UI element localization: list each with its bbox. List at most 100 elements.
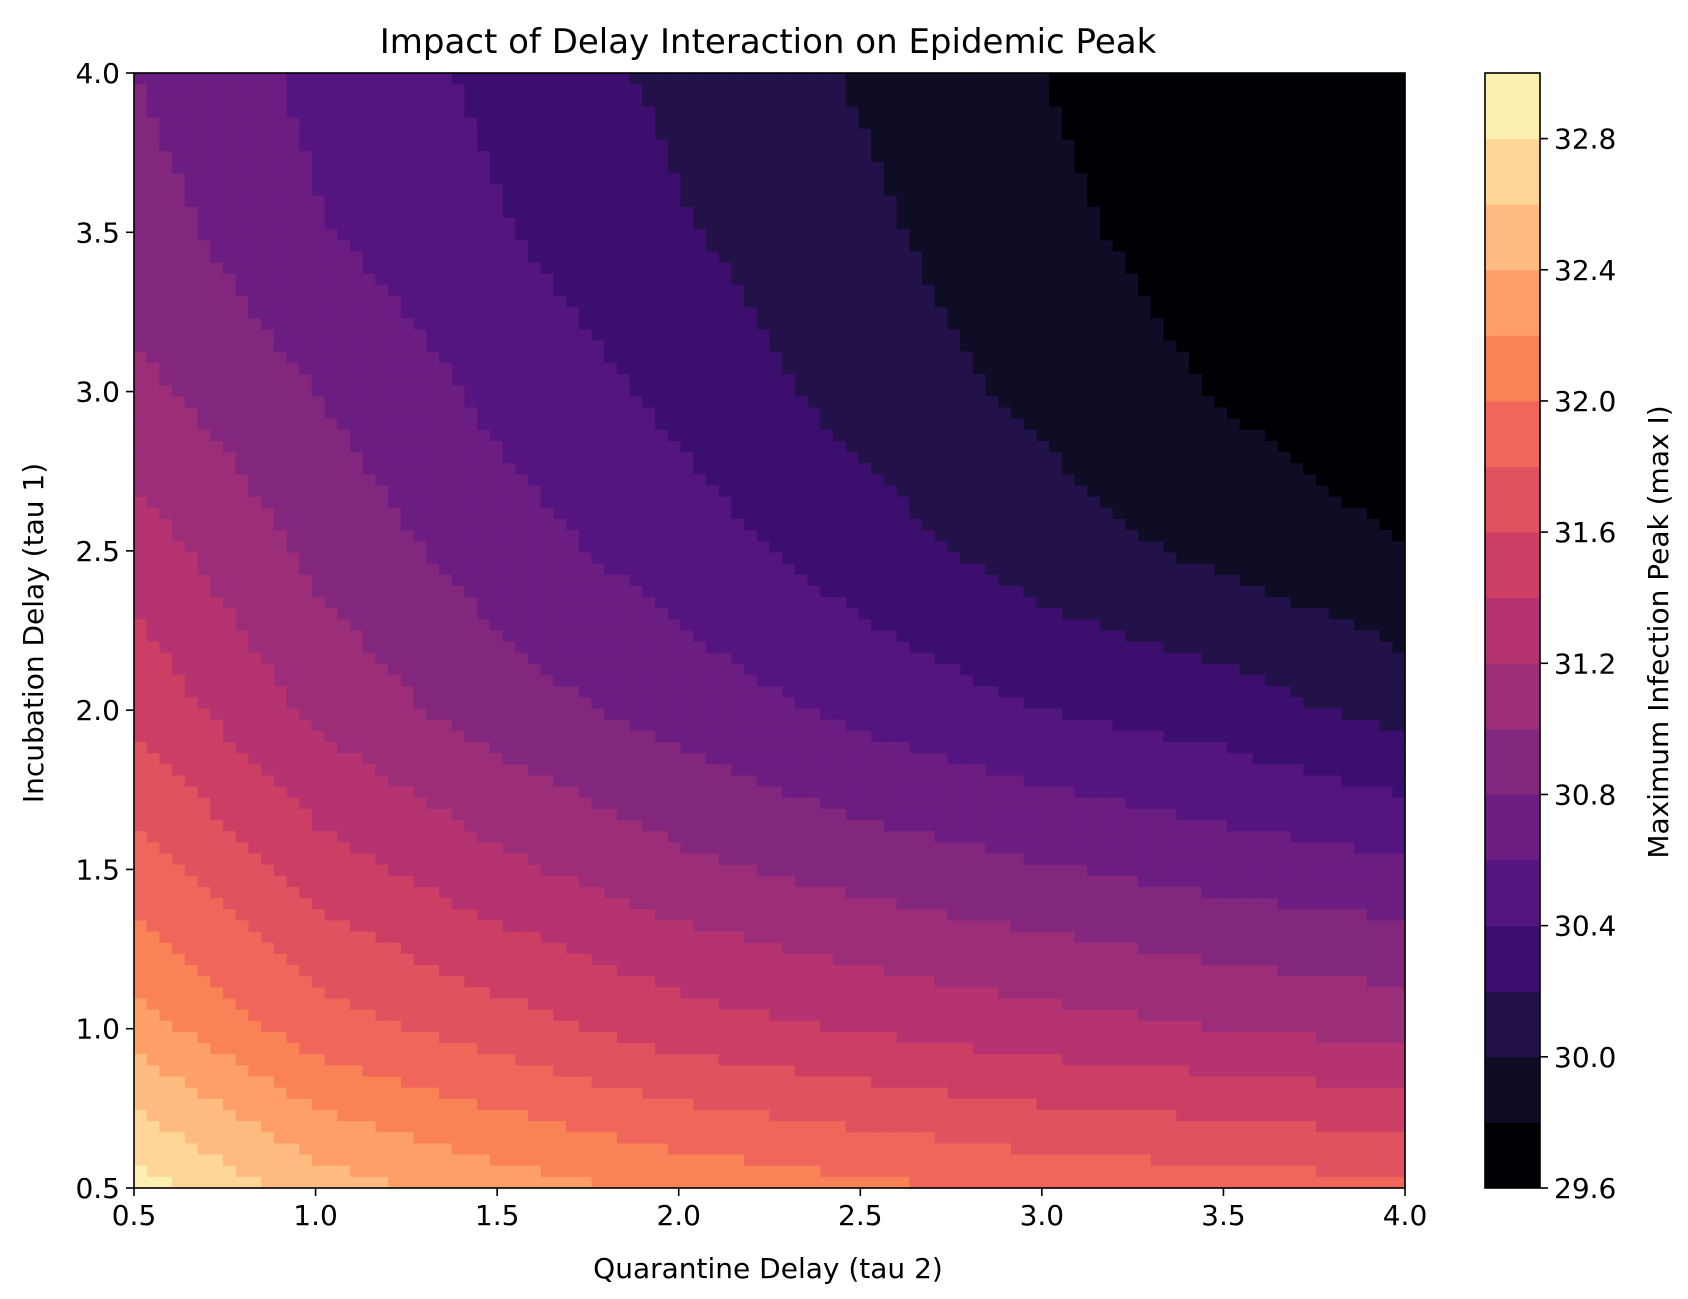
contour-cell [960,195,974,208]
contour-cell [1239,452,1254,464]
contour-cell [311,329,326,342]
contour-cell [731,407,745,420]
contour-cell [934,117,949,130]
contour-cell [324,162,338,174]
contour-cell [972,240,987,252]
contour-cell [896,151,910,163]
contour-cell [502,463,516,475]
contour-cell [134,184,148,197]
contour-cell [667,73,682,85]
contour-cell [248,619,262,632]
contour-cell [286,385,300,397]
contour-cell [235,485,249,498]
contour-cell [1176,429,1190,442]
contour-cell [1354,340,1368,353]
contour-cell [324,463,338,475]
contour-cell [591,362,605,375]
contour-cell [477,485,491,498]
contour-cell [693,362,707,375]
contour-cell [273,318,288,331]
contour-cell [464,507,478,520]
contour-cell [1252,440,1266,453]
contour-cell [1150,541,1165,554]
contour-cell [1328,184,1343,197]
contour-cell [299,84,313,96]
contour-cell [566,162,580,174]
contour-cell [769,608,783,620]
contour-cell [998,117,1012,130]
contour-cell [375,496,389,509]
contour-cell [502,385,516,397]
contour-cell [1099,173,1114,186]
contour-cell [375,217,389,230]
contour-cell [362,95,377,108]
contour-cell [642,597,656,609]
contour-cell [1087,440,1101,453]
contour-cell [235,106,249,119]
contour-cell [172,474,186,487]
contour-cell [1316,162,1330,174]
contour-cell [794,362,809,375]
contour-cell [515,251,529,264]
contour-cell [1150,418,1165,431]
contour-cell [566,429,580,442]
contour-cell [1074,217,1088,230]
contour-cell [159,385,173,397]
contour-cell [693,128,707,141]
contour-cell [172,496,186,509]
contour-cell [744,106,758,119]
contour-cell [705,574,720,587]
contour-cell [413,173,427,186]
contour-cell [261,173,275,186]
contour-cell [134,340,148,353]
contour-cell [222,418,237,431]
contour-cell [896,73,910,85]
contour-cell [972,474,987,487]
contour-cell [947,418,961,431]
contour-cell [705,597,720,609]
contour-cell [1290,474,1304,487]
contour-cell [960,563,974,576]
contour-cell [451,296,466,308]
contour-cell [591,597,605,609]
contour-cell [184,563,199,576]
contour-cell [184,128,199,141]
contour-cell [1239,619,1254,632]
contour-cell [337,507,351,520]
contour-cell [578,496,593,509]
contour-cell [1188,585,1203,598]
contour-cell [1227,407,1241,420]
contour-cell [362,318,377,331]
contour-cell [515,117,529,130]
contour-cell [426,251,440,264]
contour-cell [1023,162,1038,174]
contour-cell [1303,84,1317,96]
contour-cell [756,73,771,85]
contour-cell [172,418,186,431]
contour-cell [451,519,466,531]
contour-cell [1303,117,1317,130]
contour-cell [286,418,300,431]
contour-cell [667,229,682,241]
contour-cell [489,552,504,565]
contour-cell [1252,563,1266,576]
contour-cell [553,95,567,108]
contour-cell [222,273,237,286]
contour-cell [858,106,872,119]
contour-cell [1163,585,1177,598]
contour-cell [1023,574,1038,587]
contour-cell [616,173,631,186]
contour-cell [388,195,402,208]
contour-cell [642,128,656,141]
contour-cell [1074,318,1088,331]
contour-cell [922,184,936,197]
contour-cell [1112,262,1126,275]
contour-cell [362,262,377,275]
contour-cell [426,351,440,364]
contour-cell [591,474,605,487]
contour-cell [1125,619,1139,632]
contour-cell [375,296,389,308]
contour-cell [222,284,237,297]
contour-cell [655,318,669,331]
contour-cell [833,173,847,186]
